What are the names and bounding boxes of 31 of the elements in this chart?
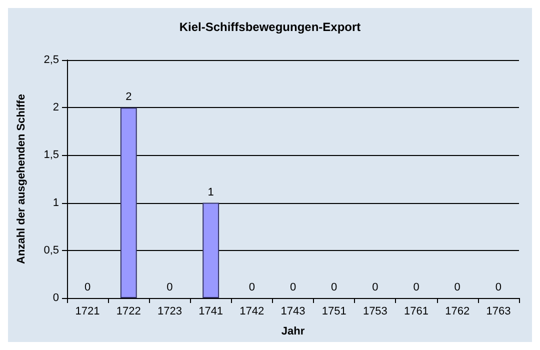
data-label: 0 [84, 282, 91, 294]
y-tick-label: 0 [52, 292, 59, 304]
y-axis-title: Anzahl der ausgehenden Schiffe [16, 94, 28, 264]
y-tick-label: 0,5 [44, 244, 59, 256]
y-tick-label: 2 [52, 102, 59, 114]
y-tick-label: 2,5 [44, 54, 59, 66]
y-tick-label: 1,5 [44, 149, 59, 162]
x-tick-label: 1723 [157, 306, 182, 318]
data-label: 0 [248, 282, 255, 294]
y-tick-label: 1 [52, 196, 59, 209]
data-label: 0 [166, 282, 173, 294]
data-label: 0 [290, 282, 296, 294]
x-tick-label: 1742 [240, 306, 264, 318]
x-tick-label: 1762 [445, 306, 470, 318]
x-tick-label: 1722 [116, 306, 141, 318]
data-label: 0 [454, 282, 460, 294]
x-tick-label: 1721 [75, 306, 100, 318]
x-tick-label: 1753 [362, 306, 388, 318]
data-label: 0 [413, 282, 420, 294]
data-label: 0 [331, 282, 338, 294]
data-label: 2 [126, 91, 132, 104]
x-axis-title: Jahr [281, 326, 306, 338]
data-label: 0 [495, 282, 502, 294]
data-label: 1 [208, 186, 214, 198]
x-tick-label: 1743 [280, 306, 306, 318]
x-tick-label: 1761 [404, 306, 429, 318]
x-tick-label: 1741 [198, 306, 224, 318]
x-tick-label: 1763 [486, 306, 511, 318]
x-tick-label: 1751 [322, 306, 346, 318]
chart-title: Kiel-Schiffsbewegungen-Export [179, 20, 361, 34]
data-label: 0 [372, 282, 378, 294]
